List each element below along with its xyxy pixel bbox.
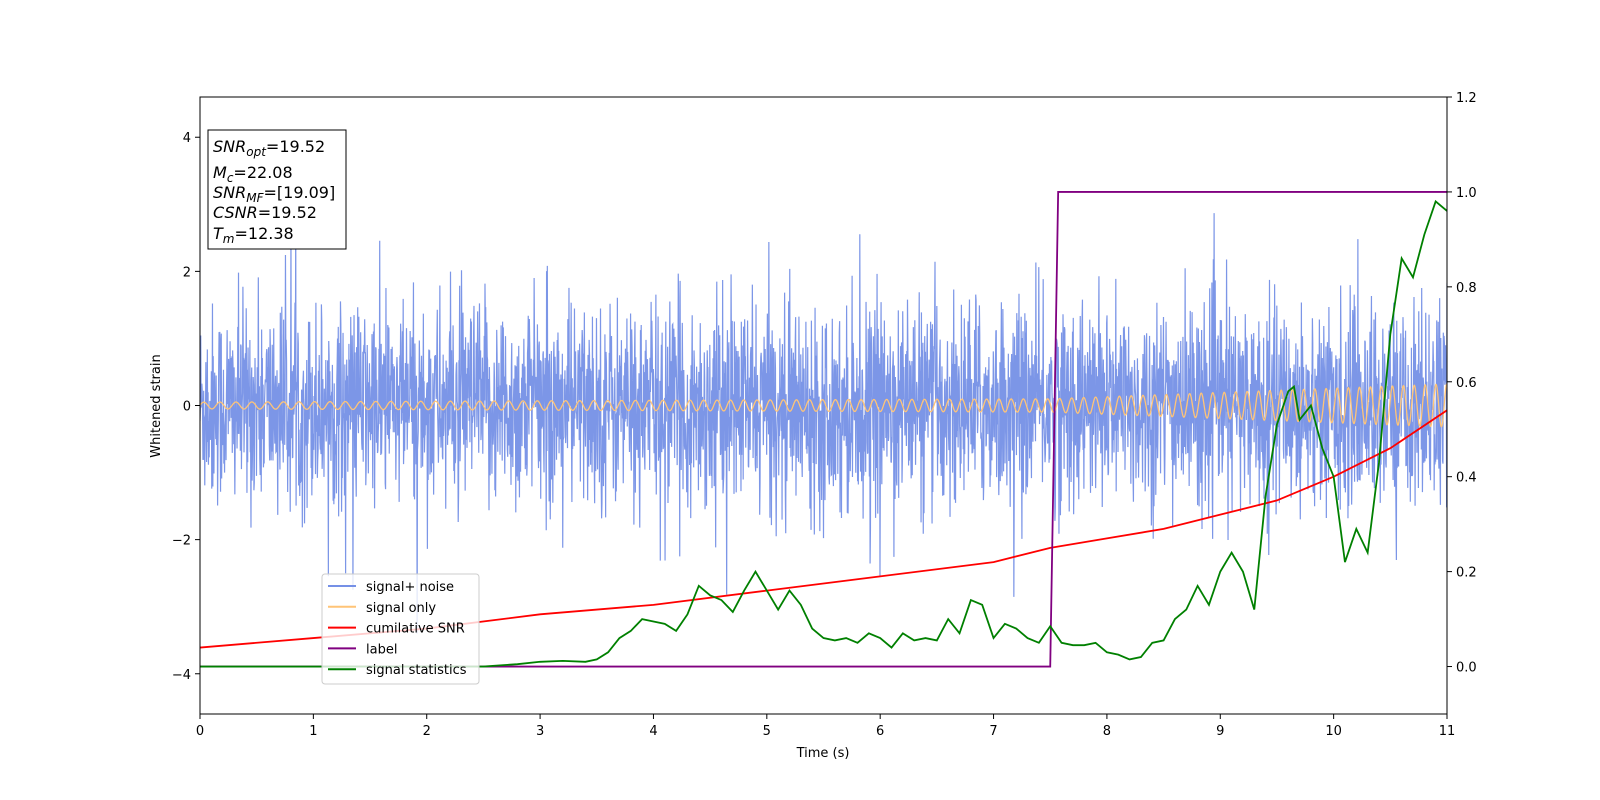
x-tick-label: 6	[876, 724, 884, 739]
annotation-frame	[207, 129, 347, 250]
annotation-line: SNRMF=[19.09]	[213, 183, 335, 205]
x-tick-label: 0	[196, 724, 204, 739]
annotation-box: SNRopt=19.52 Mc=22.08SNRMF=[19.09]CSNR=19…	[207, 129, 347, 250]
y-left-tick-label: 4	[183, 131, 191, 146]
series-signal-only	[200, 383, 1447, 428]
y-right-tick-label: 0.4	[1456, 471, 1477, 486]
y-right-tick-label: 0.0	[1456, 661, 1477, 676]
series-signal-statistics	[200, 199, 1447, 668]
legend-label: signal statistics	[366, 663, 467, 678]
series-label	[200, 191, 1447, 668]
x-tick-label: 9	[1216, 724, 1224, 739]
x-tick-label: 2	[423, 724, 431, 739]
y-left-tick-label: −2	[172, 534, 191, 549]
y-left-tick-label: −4	[172, 668, 191, 683]
legend-label: signal+ noise	[366, 580, 454, 595]
x-tick-label: 11	[1439, 724, 1456, 739]
annotation-line: Mc=22.08	[213, 163, 293, 185]
legend-label: cumilative SNR	[366, 622, 465, 637]
y-left-tick-label: 0	[183, 400, 191, 415]
series-cumulative-snr	[200, 409, 1447, 649]
annotation-line: Tm=12.38	[213, 224, 294, 246]
annotation-line: SNRopt=19.52	[213, 137, 325, 159]
x-axis-label: Time (s)	[796, 746, 850, 761]
legend-label: label	[366, 642, 397, 657]
x-tick-label: 5	[763, 724, 771, 739]
y-right-tick-label: 0.6	[1456, 376, 1477, 391]
y-axis-label: Whitened strain	[149, 354, 164, 457]
x-tick-label: 8	[1103, 724, 1111, 739]
legend: signal+ noise signal only cumilative SNR la…	[321, 573, 480, 685]
plot-area	[200, 191, 1447, 668]
annotation-line: CSNR=19.52	[213, 203, 317, 222]
y-right-tick-label: 1.2	[1456, 91, 1477, 106]
y-right-tick-label: 0.2	[1456, 566, 1477, 581]
series-signal-noise	[200, 213, 1447, 634]
legend-frame	[321, 573, 480, 685]
x-tick-label: 10	[1325, 724, 1342, 739]
x-tick-label: 1	[309, 724, 317, 739]
y-left-tick-label: 2	[183, 265, 191, 280]
y-right-tick-label: 1.0	[1456, 186, 1477, 201]
x-tick-label: 7	[989, 724, 997, 739]
y-right-tick-label: 0.8	[1456, 281, 1477, 296]
x-tick-label: 4	[649, 724, 657, 739]
x-tick-label: 3	[536, 724, 544, 739]
legend-label: signal only	[366, 601, 436, 616]
axes: 0 1 2 3 4 5 6 7 8 9 10 11 4 2 0 −2 −4 1.2 1.0 0.8 0.6 0.4 0.2 0…	[172, 91, 1477, 739]
